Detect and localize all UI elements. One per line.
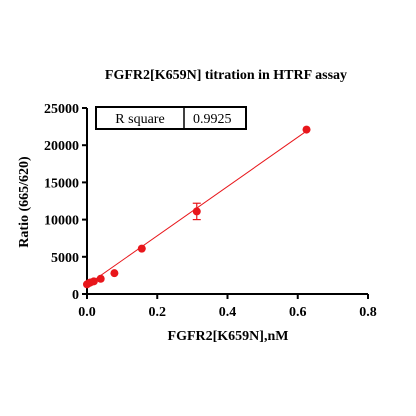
axes: 0 5000 10000 15000 20000 25000 0.0 0.2 0.4 0.6 0.8 [44,102,377,320]
y-tick-label: 5000 [51,251,79,266]
chart-title: FGFR2[K659N] titration in HTRF assay [105,68,347,83]
y-axis-label: Ratio (665/620) [17,156,32,248]
data-point [302,125,311,134]
stats-table: R square 0.9925 [95,106,247,130]
stats-table-border [95,106,247,130]
x-tick-label: 0.2 [149,305,167,320]
data-point [137,244,146,253]
data-point [110,269,119,278]
x-tick-label: 0.0 [78,305,96,320]
x-tick-label: 0.6 [289,305,307,320]
data-point [89,277,98,286]
y-tick-label: 0 [72,288,79,303]
x-axis-label: FGFR2[K659N],nM [168,329,289,344]
r-square-value: 0.9925 [193,112,232,127]
y-tick-label: 15000 [44,176,79,191]
x-tick-label: 0.8 [359,305,377,320]
data-point [192,207,201,216]
r-square-label: R square [115,112,164,127]
y-tick-label: 10000 [44,214,79,229]
y-tick-label: 20000 [44,139,79,154]
x-tick-label: 0.4 [219,305,237,320]
data-points [83,125,311,289]
y-tick-label: 25000 [44,102,79,117]
data-point [96,274,105,283]
